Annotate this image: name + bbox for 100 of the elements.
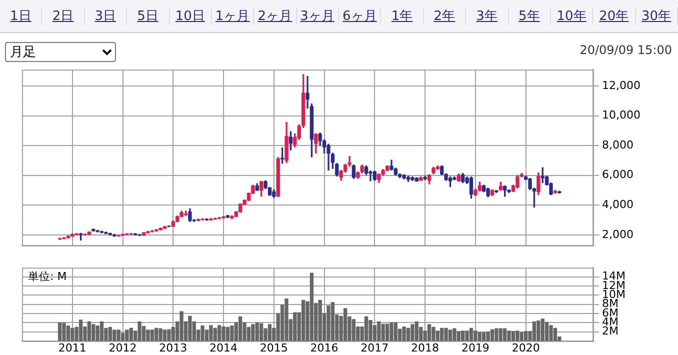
bar xyxy=(456,331,460,341)
bar xyxy=(226,326,230,341)
text: 2日 xyxy=(42,7,85,25)
x-tick-label: 2015 xyxy=(260,341,288,354)
bar xyxy=(330,302,335,341)
bar xyxy=(553,328,558,341)
bar xyxy=(138,321,142,341)
bar xyxy=(385,324,390,341)
text: 2年 xyxy=(424,7,466,25)
x-tick-label: 2013 xyxy=(159,341,188,354)
bar xyxy=(251,324,255,341)
bar xyxy=(549,325,553,341)
bar xyxy=(540,318,544,341)
bar xyxy=(494,328,498,341)
x-tick-label: 2012 xyxy=(108,341,137,354)
bar xyxy=(498,328,502,341)
bar xyxy=(108,326,112,341)
bar xyxy=(293,312,297,341)
bar xyxy=(146,330,150,341)
bar xyxy=(414,321,418,341)
bar xyxy=(490,329,494,341)
text: 30年 xyxy=(636,7,678,25)
bar xyxy=(532,321,536,341)
bar xyxy=(180,311,184,341)
text: 6ヶ月 xyxy=(339,7,382,25)
text: 1年 xyxy=(381,7,424,25)
bar xyxy=(536,320,540,341)
bar xyxy=(246,326,251,341)
bar xyxy=(402,326,406,341)
bar xyxy=(70,328,74,341)
y-tick-label: 12,000 xyxy=(602,78,640,92)
bar xyxy=(524,331,528,341)
bar xyxy=(200,326,204,341)
bar xyxy=(129,328,133,341)
y-tick-label: 8,000 xyxy=(602,138,634,152)
bar xyxy=(474,330,478,341)
bar xyxy=(238,316,242,341)
bar xyxy=(381,324,385,341)
bar xyxy=(162,330,167,341)
y-tick-label: 2,000 xyxy=(602,228,634,241)
bar xyxy=(268,324,272,341)
bar xyxy=(448,330,452,341)
bar xyxy=(213,328,217,341)
bar xyxy=(255,322,259,341)
y-axis-title: 単位: M xyxy=(28,270,67,283)
bar xyxy=(432,326,436,341)
bar xyxy=(120,332,125,341)
bar xyxy=(520,332,524,341)
bar xyxy=(125,330,129,341)
bar xyxy=(116,330,120,341)
bar xyxy=(465,330,469,341)
x-tick-label: 2014 xyxy=(210,341,238,354)
x-tick-label: 2017 xyxy=(360,341,389,354)
bar xyxy=(406,328,410,341)
text: 20/09/09 15:00 xyxy=(580,43,672,57)
bar xyxy=(167,329,171,341)
x-tick-label: 2018 xyxy=(411,341,440,354)
bar xyxy=(444,328,448,341)
bar xyxy=(58,322,62,341)
text: 5年 xyxy=(508,7,551,25)
bar xyxy=(154,328,158,341)
bar xyxy=(427,324,432,341)
bar xyxy=(326,305,330,341)
text: 3ヶ月 xyxy=(296,7,339,25)
bar xyxy=(100,321,104,341)
bar xyxy=(62,322,66,341)
x-tick-label: 2016 xyxy=(310,341,338,354)
bar xyxy=(142,326,146,341)
bar xyxy=(364,316,368,341)
y-tick-label: 4,000 xyxy=(602,198,634,212)
bar xyxy=(112,330,116,341)
bar xyxy=(440,328,444,341)
bar xyxy=(158,328,162,341)
text: 1ヶ月 xyxy=(212,7,254,25)
y-tick-label: 10,000 xyxy=(602,108,640,122)
bar xyxy=(394,322,398,341)
bar xyxy=(96,326,100,341)
bar xyxy=(436,330,440,341)
bar xyxy=(410,324,414,341)
bar xyxy=(452,328,456,341)
text: 1日 xyxy=(0,7,42,25)
bar xyxy=(516,330,520,341)
text: 10年 xyxy=(550,7,594,25)
bar xyxy=(230,326,234,341)
bar xyxy=(461,330,465,341)
bar xyxy=(222,326,226,341)
x-tick-label: 2019 xyxy=(461,341,490,354)
bar xyxy=(218,325,222,341)
candlestick xyxy=(368,170,372,182)
bar xyxy=(92,324,96,341)
text: 20年 xyxy=(593,7,636,25)
bar xyxy=(511,331,516,341)
bar xyxy=(318,300,322,341)
text: 2ヶ月 xyxy=(254,7,297,25)
bar xyxy=(503,328,507,341)
bar xyxy=(150,330,154,341)
bar xyxy=(390,322,394,341)
text: 10日 xyxy=(170,7,212,25)
bar xyxy=(352,319,356,341)
bar xyxy=(478,332,482,341)
